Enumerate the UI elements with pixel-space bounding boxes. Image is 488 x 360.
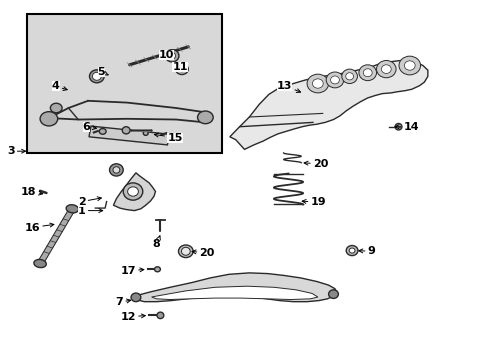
Ellipse shape [34,260,46,267]
Ellipse shape [168,53,175,59]
Ellipse shape [123,183,142,200]
Text: 17: 17 [120,266,143,276]
Text: 9: 9 [358,246,375,256]
Ellipse shape [50,103,62,113]
Text: 18: 18 [21,186,42,197]
Ellipse shape [312,79,323,88]
Ellipse shape [157,312,163,319]
Ellipse shape [109,164,123,176]
Polygon shape [229,60,427,149]
Ellipse shape [131,293,141,302]
Ellipse shape [89,70,104,83]
Text: 19: 19 [302,197,325,207]
Text: 12: 12 [120,312,145,322]
Ellipse shape [345,73,353,80]
Bar [27,14,222,153]
Text: 2: 2 [78,197,101,207]
Ellipse shape [348,248,354,253]
Ellipse shape [381,65,390,73]
Ellipse shape [376,60,395,78]
Ellipse shape [143,131,148,135]
Ellipse shape [306,74,328,93]
Ellipse shape [99,129,106,134]
Text: 4: 4 [52,81,67,91]
Ellipse shape [358,65,376,81]
Text: 15: 15 [154,132,182,143]
Ellipse shape [179,66,184,72]
Polygon shape [113,173,155,211]
Ellipse shape [181,247,190,255]
Ellipse shape [325,72,343,88]
Text: 8: 8 [152,236,160,249]
Text: 1: 1 [78,206,102,216]
Text: 11: 11 [172,62,187,72]
Text: 10: 10 [158,50,174,60]
Text: 5: 5 [97,67,108,77]
Text: 20: 20 [304,159,327,169]
Ellipse shape [127,187,138,196]
Polygon shape [132,273,336,302]
Ellipse shape [175,64,188,75]
Ellipse shape [66,205,79,213]
Ellipse shape [394,123,401,130]
Bar [89,126,169,145]
Ellipse shape [165,50,179,62]
Text: 16: 16 [24,222,54,233]
Ellipse shape [113,167,120,173]
Ellipse shape [122,127,130,134]
Text: 3: 3 [7,146,25,156]
Ellipse shape [40,112,58,126]
Text: 13: 13 [277,81,300,93]
Ellipse shape [330,76,339,84]
Ellipse shape [328,290,338,298]
Ellipse shape [398,56,420,75]
Ellipse shape [346,246,357,256]
Ellipse shape [404,61,414,70]
Ellipse shape [92,72,101,80]
Polygon shape [151,286,317,300]
Text: 6: 6 [82,122,96,132]
Ellipse shape [341,69,357,84]
Text: 7: 7 [115,297,130,307]
Text: 20: 20 [192,248,214,258]
Ellipse shape [154,267,160,272]
Ellipse shape [178,245,193,258]
Ellipse shape [197,111,213,124]
Ellipse shape [363,69,371,77]
Text: 14: 14 [394,122,418,132]
